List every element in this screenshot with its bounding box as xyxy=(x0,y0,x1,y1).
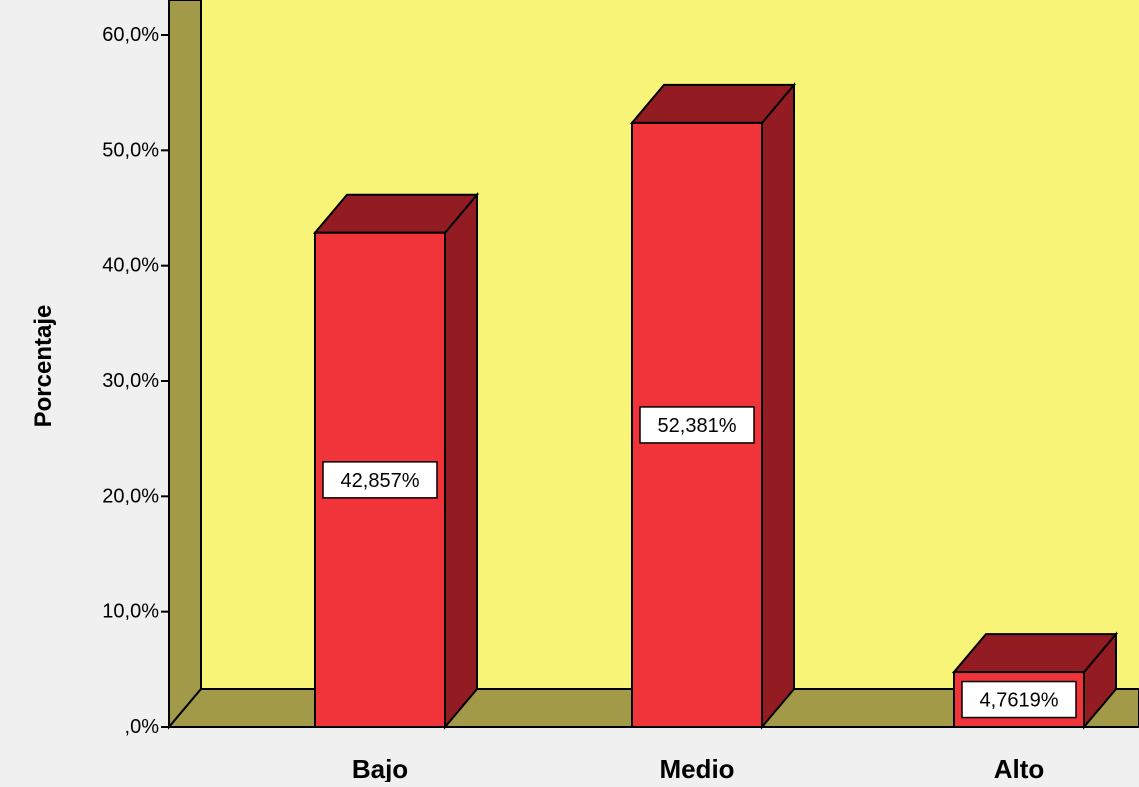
y-tick-label: ,0% xyxy=(125,716,160,738)
bar-bajo xyxy=(312,191,480,730)
bar-side xyxy=(761,82,795,730)
y-tick-label: 50,0% xyxy=(102,139,159,161)
side-wall xyxy=(168,0,202,730)
x-axis-tick-labels: Bajo Medio Alto xyxy=(352,754,1045,784)
y-tick-label: 10,0% xyxy=(102,601,159,623)
data-label-box xyxy=(322,461,438,499)
y-tick-label: 40,0% xyxy=(102,255,159,277)
y-tick-label: 20,0% xyxy=(102,485,159,507)
data-label-box xyxy=(961,680,1077,719)
data-labels: 42,857% 52,381% 4,7619% xyxy=(322,406,1077,719)
data-label-text: 4,7619% xyxy=(980,690,1059,712)
data-label-text: 42,857% xyxy=(341,470,420,492)
data-label: 4,7619% xyxy=(961,680,1077,719)
x-tick-label: Medio xyxy=(659,754,734,782)
bar-medio xyxy=(629,82,797,730)
y-tick-label: 60,0% xyxy=(102,24,159,46)
x-tick-label: Alto xyxy=(994,754,1045,782)
x-tick-label: Bajo xyxy=(352,754,408,782)
data-label-box xyxy=(639,406,755,444)
bar-side xyxy=(444,191,478,730)
y-axis-title: Porcentaje xyxy=(30,305,57,428)
y-tick-label: 30,0% xyxy=(102,370,159,392)
y-axis: ,0% 10,0% 20,0% 30,0% 40,0% 50,0% 60,0% xyxy=(102,0,170,738)
data-label: 52,381% xyxy=(639,406,755,444)
data-label: 42,857% xyxy=(322,461,438,499)
data-label-text: 52,381% xyxy=(658,415,737,437)
